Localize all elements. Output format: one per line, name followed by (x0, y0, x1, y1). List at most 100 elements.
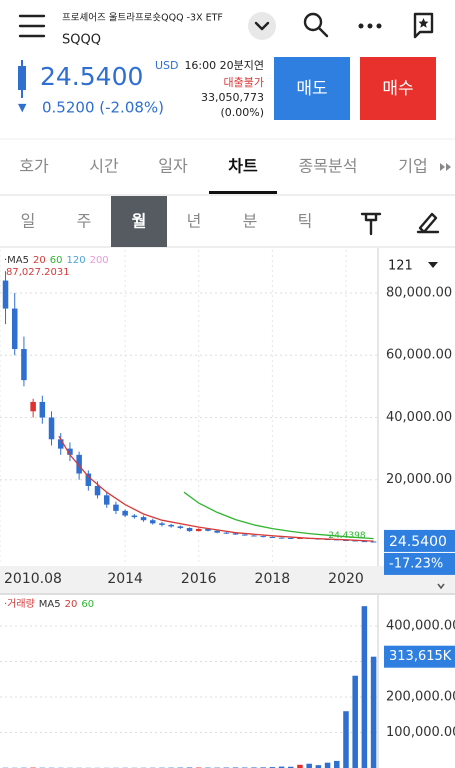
sell-button[interactable] (274, 57, 350, 120)
candle-body (11, 308, 18, 350)
tab[interactable]: 호가 (19, 157, 49, 176)
candle-body (149, 520, 156, 524)
y-tick-label: 200,000.00 (386, 690, 455, 705)
last-volume-box (384, 645, 455, 668)
candle-body (159, 523, 165, 525)
candle-body (223, 532, 230, 534)
change: 0.5200 (-2.08%) (42, 99, 164, 117)
legend-item: 20 (65, 599, 78, 610)
menu-button[interactable] (18, 14, 46, 38)
y-tick-label: 20,000.00 (386, 472, 452, 487)
candle-body (297, 537, 303, 539)
candle-body (361, 541, 368, 543)
y-tick-label: 80,000.00 (386, 285, 452, 300)
stock-name: 프로셰어즈 울트라프로숏QQQ -3X ETF (62, 13, 223, 24)
volume-bar (278, 766, 285, 768)
volume-bar (297, 764, 303, 768)
candle-body (113, 504, 119, 511)
currency: USD (155, 59, 179, 72)
y-tick-label: 60,000.00 (386, 348, 452, 363)
legend-item: 20 (33, 255, 46, 266)
legend-item: ·MA5 (4, 255, 29, 266)
candle-body (131, 515, 138, 518)
period[interactable]: 일 (21, 212, 36, 231)
sell-label[interactable]: 매도 (296, 79, 327, 99)
volume: 33,050,773 (201, 91, 264, 104)
y-tick-label: 40,000.00 (386, 410, 452, 425)
period[interactable]: 월 (132, 212, 147, 231)
legend-item: 60 (81, 599, 94, 610)
ma-end-label: 24.4398 (328, 531, 365, 541)
candle-body (260, 536, 266, 538)
tab-underline (209, 191, 277, 194)
candle-body (242, 534, 248, 536)
candle-body (251, 535, 257, 537)
legend-item: 120 (66, 255, 85, 266)
tab[interactable]: 일자 (158, 157, 188, 176)
candle-body (343, 539, 349, 541)
candle-body (76, 454, 82, 474)
last-change: -17.23% (389, 556, 443, 571)
count-dropdown[interactable] (428, 262, 438, 268)
volume-bar (343, 711, 349, 768)
candle-body (269, 537, 276, 539)
expand-button[interactable] (248, 12, 276, 40)
x-tick-label: 2020 (328, 571, 364, 587)
tab[interactable]: 기업 (398, 157, 427, 176)
last-price: 24.5400 (389, 534, 447, 550)
favorite-button[interactable] (413, 12, 434, 39)
tab[interactable]: 종목분석 (299, 157, 358, 176)
moving-average (58, 435, 374, 542)
change-arrow: ▼ (18, 101, 27, 114)
candle-body (278, 537, 285, 539)
volume-bar (288, 766, 294, 768)
period[interactable]: 주 (77, 212, 92, 231)
max-label: 87,027.2031 (6, 267, 70, 278)
legend-item: 60 (50, 255, 63, 266)
candle-body (177, 526, 184, 528)
candle-body (205, 528, 211, 531)
buy-button[interactable] (360, 57, 436, 120)
period[interactable]: 틱 (298, 212, 313, 231)
candle-body (140, 517, 147, 521)
legend-item: 200 (90, 255, 109, 266)
buy-label[interactable]: 매수 (382, 79, 413, 99)
tab[interactable]: 차트 (228, 157, 258, 176)
candle-body (85, 473, 92, 486)
candle-body (288, 537, 294, 539)
volume-bar (334, 760, 340, 768)
legend-item: MA5 (39, 599, 61, 610)
y-tick-label: 100,000.00 (386, 725, 455, 740)
candle-body (94, 485, 101, 496)
period[interactable]: 분 (243, 212, 258, 231)
candle-body (103, 495, 110, 505)
search-button[interactable] (303, 12, 329, 38)
candle-body (30, 401, 36, 412)
candle-body (57, 439, 64, 449)
panel-separator (0, 593, 455, 595)
candle-body (370, 541, 377, 543)
tab-scroll[interactable] (440, 163, 451, 171)
volume-bar (324, 762, 331, 768)
draw-button[interactable] (416, 212, 440, 234)
loan-status: 대출불가 (224, 76, 264, 89)
x-tick-label: 2014 (107, 571, 143, 587)
more-button[interactable] (358, 23, 382, 29)
candle-body (352, 540, 358, 542)
period-count[interactable]: 121 (388, 259, 413, 274)
period[interactable]: 년 (187, 212, 202, 231)
candle-body (214, 530, 220, 533)
x-tick-label: 2018 (255, 571, 291, 587)
tab[interactable]: 시간 (89, 157, 119, 176)
candle-body (2, 280, 9, 309)
price: 24.5400 (40, 62, 143, 91)
last-volume: 313,615K (389, 649, 452, 664)
candle-body (168, 524, 174, 527)
x-tick-label: 2010.08 (4, 571, 62, 587)
period-selected[interactable] (111, 196, 167, 247)
indicator-button[interactable] (360, 212, 382, 236)
last-price-box (384, 529, 455, 552)
candle-body (195, 528, 202, 532)
